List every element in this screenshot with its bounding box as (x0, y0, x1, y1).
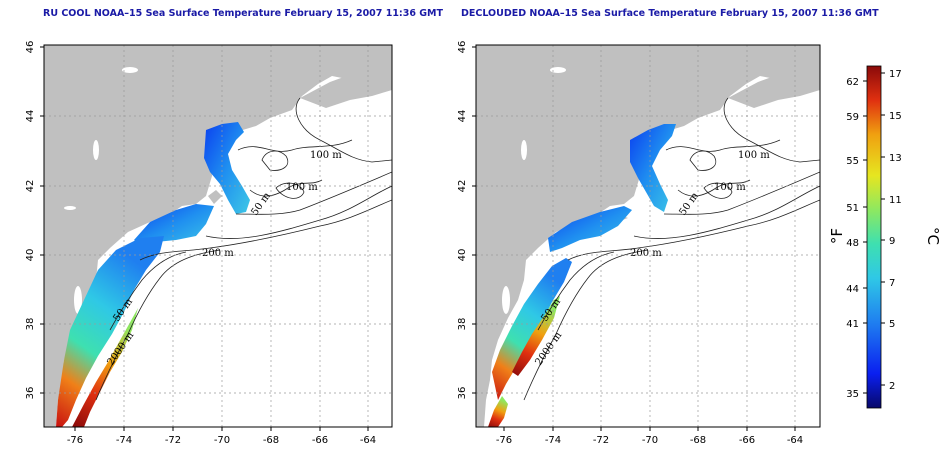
right-map-title: DECLOUDED NOAA–15 Sea Surface Temperatur… (461, 8, 879, 19)
fahrenheit-tick: 59 (846, 112, 859, 123)
fahrenheit-tick: 48 (846, 238, 859, 249)
y-tick-label: 46 (457, 41, 468, 54)
x-tick-label: -66 (739, 435, 755, 446)
sst-mid-atlantic (56, 236, 164, 427)
lake (93, 140, 99, 160)
fahrenheit-tick: 62 (846, 77, 859, 88)
x-tick-label: -68 (263, 435, 279, 446)
colorbar-ticks (863, 72, 885, 394)
celsius-tick: 17 (889, 69, 902, 80)
y-tick-label: 36 (25, 387, 36, 400)
x-tick-label: -64 (787, 435, 803, 446)
cape-cod (208, 190, 222, 204)
land-mass (44, 45, 392, 427)
grid-lines (44, 45, 392, 427)
lake (550, 67, 566, 73)
sst-southern-coast (488, 396, 508, 427)
sst-gulf-of-maine (204, 122, 250, 214)
contour-label-200m: 200 m (630, 248, 662, 259)
y-tick-label: 40 (457, 249, 468, 262)
celsius-tick: 15 (889, 111, 902, 122)
left-map-panel: 100 m 100 m 50 m 200 m 50 m 2000 m (25, 41, 393, 446)
bathymetry-contours (523, 97, 820, 401)
right-map-panel: 100 m 100 m 50 m 200 m 50 m 2000 m (457, 41, 821, 446)
celsius-tick: 13 (889, 153, 902, 164)
x-tick-label: -70 (214, 435, 230, 446)
lake (64, 206, 76, 210)
contour-label-100m: 100 m (286, 182, 318, 193)
celsius-unit-label: °C (924, 227, 942, 245)
lake (74, 286, 82, 314)
colorbar-gradient (866, 65, 882, 409)
x-tick-label: -74 (116, 435, 132, 446)
lake (502, 286, 510, 314)
sst-new-england-shelf (134, 204, 214, 246)
x-tick-label: -76 (67, 435, 83, 446)
y-tick-label: 42 (25, 180, 36, 193)
celsius-tick: 9 (889, 236, 895, 247)
sst-mid-atlantic (492, 258, 572, 400)
celsius-tick: 2 (889, 381, 895, 392)
y-tick-label: 46 (25, 41, 36, 54)
contour-label-100m: 100 m (714, 182, 746, 193)
y-tick-label: 44 (25, 110, 36, 123)
x-tick-label: -76 (496, 435, 512, 446)
nova-scotia (300, 60, 392, 108)
contour-label-200m: 200 m (202, 248, 234, 259)
y-tick-label: 44 (457, 110, 468, 123)
fahrenheit-tick: 44 (846, 284, 859, 295)
x-tick-label: -74 (545, 435, 561, 446)
x-tick-label: -68 (690, 435, 706, 446)
lake (521, 140, 527, 160)
celsius-tick: 5 (889, 319, 895, 330)
left-map-title: RU COOL NOAA–15 Sea Surface Temperature … (43, 8, 443, 19)
y-tick-label: 38 (457, 318, 468, 331)
nova-scotia (728, 60, 820, 108)
colorbar: 62 59 55 51 48 44 41 35 17 15 13 11 9 7 … (828, 65, 942, 409)
y-tick-label: 40 (25, 249, 36, 262)
sst-new-england-shelf (548, 206, 632, 252)
axis-ticks (472, 46, 796, 431)
contour-label-100m: 100 m (738, 150, 770, 161)
fahrenheit-tick: 55 (846, 156, 859, 167)
y-tick-label: 36 (457, 387, 468, 400)
fahrenheit-tick: 35 (846, 389, 859, 400)
y-tick-label: 42 (457, 180, 468, 193)
map-frame (475, 44, 821, 428)
celsius-tick: 7 (889, 278, 895, 289)
fahrenheit-tick: 41 (846, 319, 859, 330)
fahrenheit-tick: 51 (846, 203, 859, 214)
contour-label-100m: 100 m (310, 150, 342, 161)
celsius-tick: 11 (889, 195, 902, 206)
x-tick-label: -72 (593, 435, 609, 446)
lake (122, 67, 138, 73)
sst-gulf-stream (72, 308, 138, 427)
map-frame (43, 44, 393, 428)
land-mass (476, 45, 820, 427)
x-tick-label: -66 (312, 435, 328, 446)
sst-gulf-of-maine (630, 124, 676, 212)
axis-ticks (40, 46, 369, 431)
sst-gulf-stream (512, 296, 560, 376)
fahrenheit-unit-label: °F (828, 228, 846, 244)
y-tick-label: 38 (25, 318, 36, 331)
x-tick-label: -72 (165, 435, 181, 446)
grid-lines (476, 45, 820, 427)
x-tick-label: -64 (360, 435, 376, 446)
x-tick-label: -70 (642, 435, 658, 446)
